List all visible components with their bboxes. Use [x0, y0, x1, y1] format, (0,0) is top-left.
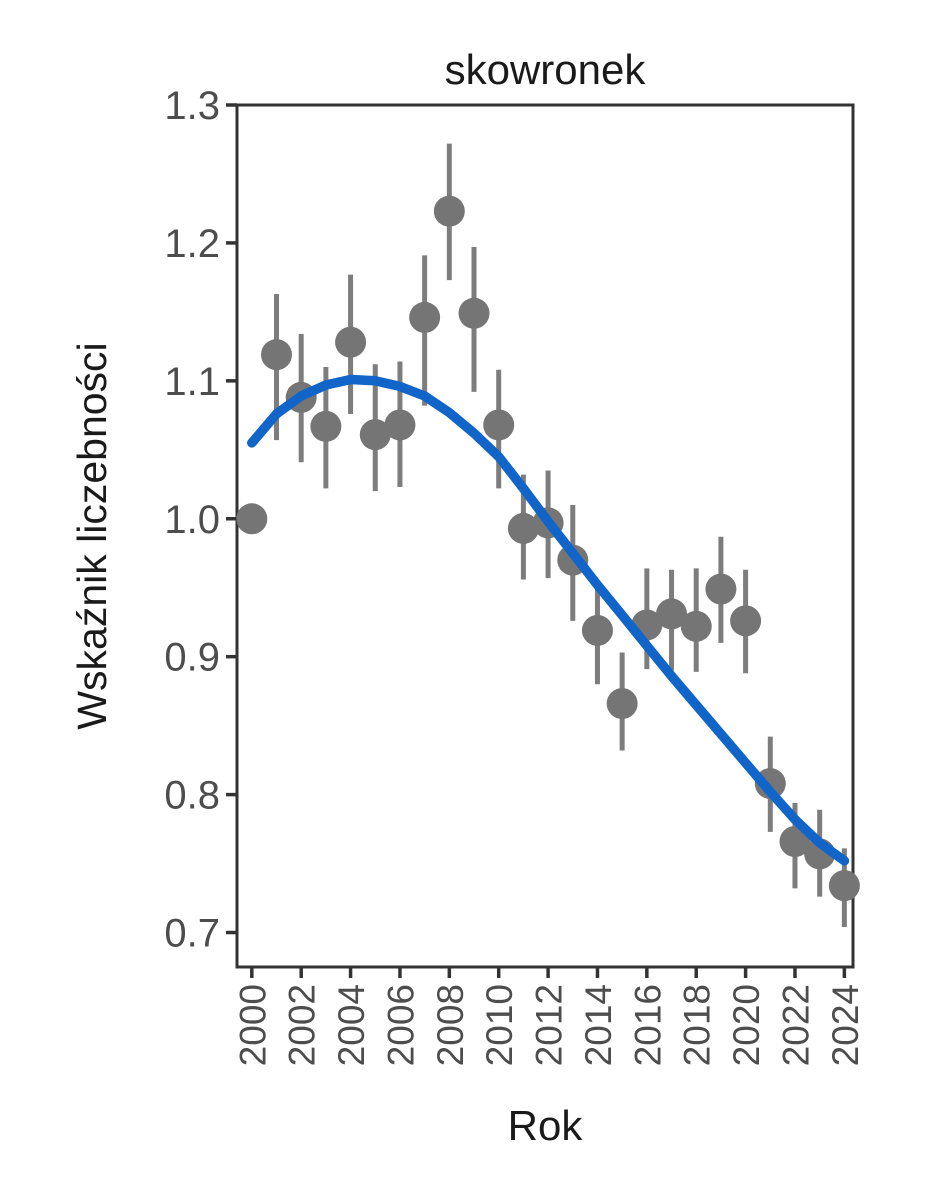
data-point: [236, 503, 268, 535]
x-tick-label: 2020: [726, 984, 767, 1066]
data-point: [828, 870, 860, 902]
axis-ticks: [226, 103, 847, 978]
x-tick-label: 2014: [578, 984, 619, 1066]
data-point: [335, 326, 367, 358]
x-tick-label: 2018: [677, 984, 718, 1066]
data-point: [433, 195, 465, 227]
y-tick-labels: 0.7 0.8 0.9 1.0 1.1 1.2 1.3: [164, 84, 220, 956]
trend-line: [247, 374, 850, 866]
y-tick-label: 1.0: [164, 498, 220, 542]
x-axis-label: Rok: [508, 1102, 584, 1149]
x-tick-label: 2004: [331, 984, 372, 1066]
y-tick-label: 0.7: [164, 912, 220, 956]
data-point: [606, 688, 638, 720]
data-point: [581, 614, 613, 646]
y-tick-label: 1.1: [164, 360, 220, 404]
data-point: [261, 339, 293, 371]
data-point: [359, 419, 391, 451]
x-tick-label: 2010: [479, 984, 520, 1066]
y-tick-label: 1.2: [164, 222, 220, 266]
y-axis-label: Wskaźnik liczebności: [69, 342, 115, 729]
data-point: [483, 409, 515, 441]
x-tick-label: 2008: [430, 984, 471, 1066]
y-tick-label: 0.9: [164, 636, 220, 680]
x-tick-label: 2000: [232, 984, 273, 1066]
data-points: [236, 195, 860, 902]
data-point: [507, 512, 539, 544]
x-tick-labels: 2000 2002 2004 2006 2008 2010 2012 2014 2016 2018…: [232, 984, 866, 1066]
data-point: [458, 297, 490, 329]
x-tick-label: 2002: [282, 984, 323, 1066]
x-tick-label: 2012: [529, 984, 570, 1066]
data-point: [705, 573, 737, 605]
data-point: [730, 605, 762, 637]
data-point: [779, 825, 811, 857]
x-tick-label: 2006: [380, 984, 421, 1066]
data-point: [680, 610, 712, 642]
data-point: [656, 598, 688, 630]
plot-panel: [235, 103, 855, 969]
data-point: [409, 301, 441, 333]
y-tick-label: 1.3: [164, 84, 220, 128]
data-point: [384, 409, 416, 441]
x-tick-label: 2024: [825, 984, 866, 1066]
data-point: [310, 410, 342, 442]
x-tick-label: 2016: [627, 984, 668, 1066]
chart-title: skowronek: [445, 46, 647, 93]
x-tick-label: 2022: [775, 984, 816, 1066]
y-tick-label: 0.8: [164, 774, 220, 818]
